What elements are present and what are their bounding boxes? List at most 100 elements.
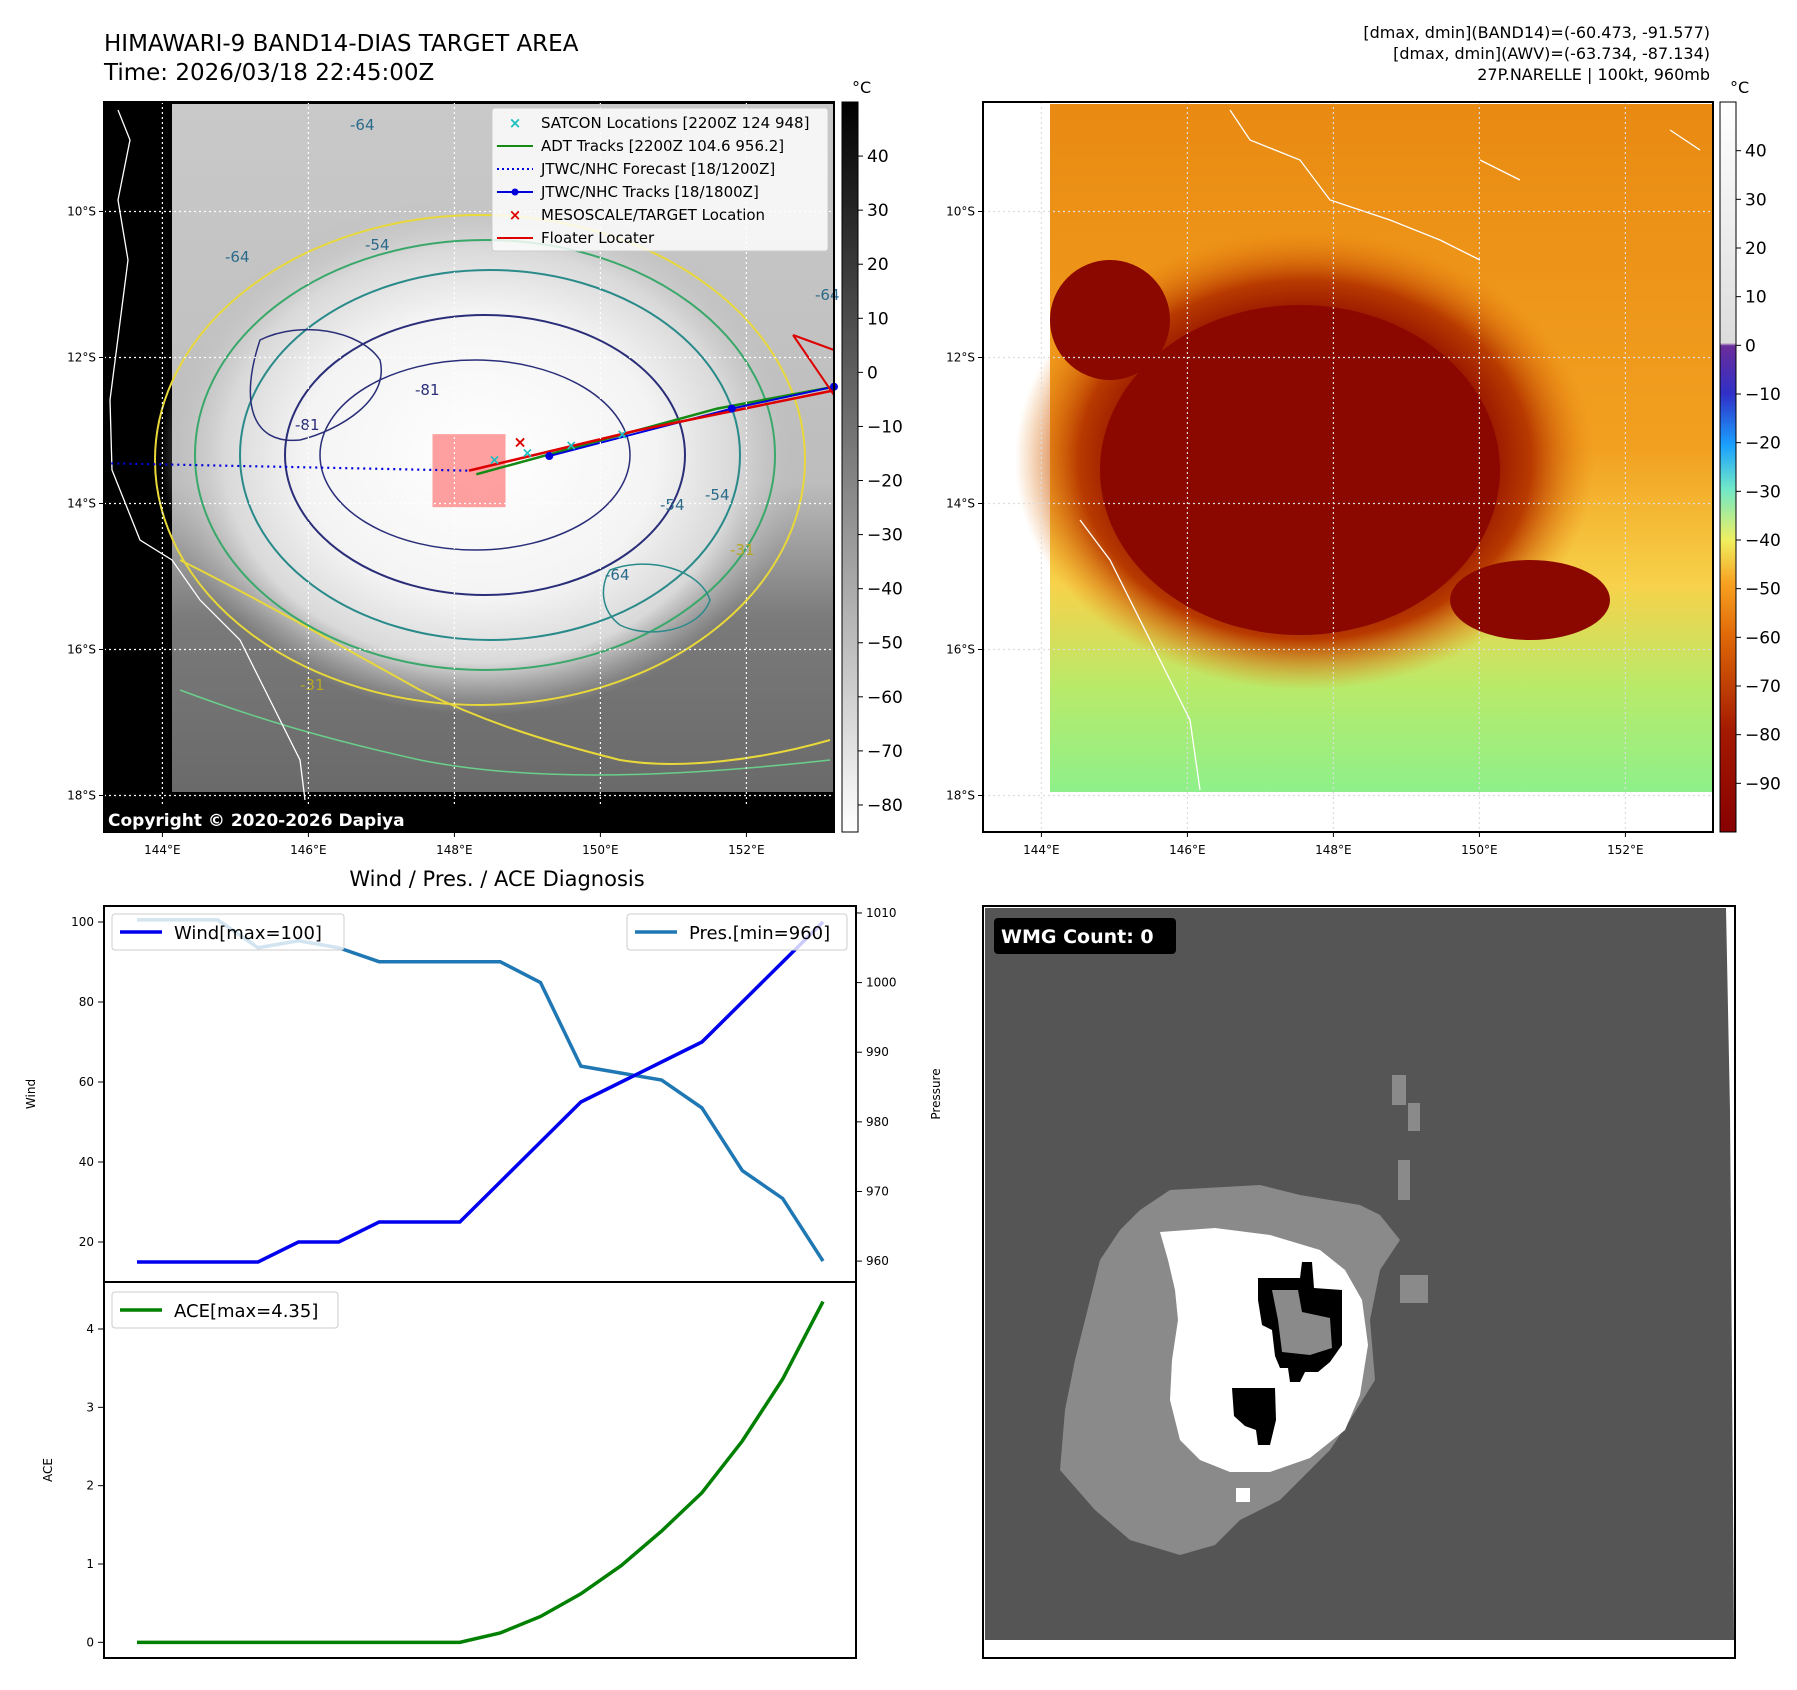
satcon-point: × <box>489 453 501 469</box>
contour-label: -54 <box>365 236 390 254</box>
color-storm-core <box>1100 305 1500 635</box>
wmg-gray-spike <box>1392 1075 1406 1105</box>
lat-tick-label: 10°S <box>946 205 975 219</box>
track-legend: × SATCON Locations [2200Z 124 948] ADT Tra… <box>491 107 829 252</box>
contour-label: -31 <box>730 541 755 559</box>
contour-se-lobe <box>602 563 711 633</box>
contour-label: -64 <box>605 566 630 584</box>
legend-label: ADT Tracks [2200Z 104.6 956.2] <box>541 137 784 155</box>
legend-label: SATCON Locations [2200Z 124 948] <box>541 114 809 132</box>
wmg-gray-spike <box>1400 1275 1428 1303</box>
axis-tick-label: 3 <box>86 1400 94 1414</box>
color-colorbar-unit: °C <box>1730 78 1749 97</box>
wmg-black-blob <box>1232 1388 1276 1445</box>
contour-core-navy <box>319 359 631 551</box>
title-line1: HIMAWARI-9 BAND14-DIAS TARGET AREA <box>104 31 579 57</box>
ace-plot-frame <box>103 1281 857 1659</box>
axis-tick-label: 4 <box>86 1322 94 1336</box>
lon-tick-label: 152°E <box>728 843 765 857</box>
adt-track-line <box>475 385 835 476</box>
coastline-west <box>109 109 306 801</box>
lon-tick-label: 148°E <box>436 843 473 857</box>
lon-tick-label: 152°E <box>1607 843 1644 857</box>
colorbar-tick-label: −40 <box>867 580 903 600</box>
lon-tick-label: 148°E <box>1315 843 1352 857</box>
gray-colorbar-bar <box>841 101 859 833</box>
ir-map-lat-ticks: 10°S 12°S 14°S 16°S 18°S <box>67 205 104 803</box>
lon-tick-label: 150°E <box>582 843 619 857</box>
contour-label: -64 <box>350 116 375 134</box>
contour-south-yellow <box>179 559 831 765</box>
contour-label: -81 <box>415 381 440 399</box>
ace-ylabel: ACE <box>41 1458 55 1482</box>
colorbar-tick-label: 20 <box>867 255 889 275</box>
color-map-lon-ticks: 144°E 146°E 148°E 150°E 152°E <box>1023 832 1644 857</box>
color-coastline <box>1079 109 1701 791</box>
colorbar-tick-label: 30 <box>1745 190 1767 210</box>
ace-legend: ACE[max=4.35] <box>111 1291 339 1329</box>
color-map-lat-ticks: 10°S 12°S 14°S 16°S 18°S <box>946 205 983 803</box>
wmg-gray-inner <box>1272 1290 1332 1355</box>
axis-tick-label: 970 <box>866 1184 889 1198</box>
ir-map-lon-ticks: 144°E 146°E 148°E 150°E 152°E <box>144 832 765 857</box>
colorbar-tick-label: −40 <box>1745 531 1781 551</box>
colorbar-tick-label: −90 <box>1745 774 1781 794</box>
lat-tick-label: 10°S <box>67 205 96 219</box>
axis-tick-label: 80 <box>79 995 94 1009</box>
axis-tick-label: 20 <box>79 1235 94 1249</box>
colorbar-tick-label: 40 <box>1745 142 1767 162</box>
color-map-border <box>982 101 1714 833</box>
wind-axis-ticks: 20 40 60 80 100 <box>71 915 104 1249</box>
axis-tick-label: 980 <box>866 1115 889 1129</box>
copyright-text: Copyright © 2020-2026 Dapiya <box>108 811 405 831</box>
axis-tick-label: 960 <box>866 1254 889 1268</box>
diagnosis-title: Wind / Pres. / ACE Diagnosis <box>349 867 644 891</box>
legend-swatch-dot <box>511 188 519 196</box>
stats-line1: [dmax, dmin](BAND14)=(-60.473, -91.577) <box>1363 23 1710 42</box>
contour-outer-yellow <box>154 214 806 706</box>
axis-tick-label: 1010 <box>866 906 897 920</box>
colorbar-tick-label: −20 <box>1745 434 1781 454</box>
axis-tick-label: 1000 <box>866 976 897 990</box>
satcon-point: × <box>616 427 628 443</box>
lon-tick-label: 146°E <box>290 843 327 857</box>
pressure-axis-ticks: 960 970 980 990 1000 1010 <box>856 906 897 1268</box>
color-storm-nw-blob <box>1050 260 1170 380</box>
axis-tick-label: 2 <box>86 1479 94 1493</box>
contour-label: -54 <box>705 486 730 504</box>
axis-tick-label: 0 <box>86 1635 94 1649</box>
wind-legend: Wind[max=100] <box>111 913 345 951</box>
legend-swatch-marker: × <box>509 206 522 224</box>
lon-tick-label: 144°E <box>144 843 181 857</box>
colorbar-tick-label: 30 <box>867 201 889 221</box>
colorbar-tick-label: −80 <box>867 796 903 816</box>
ace-series-line <box>137 1300 825 1645</box>
colorbar-tick-label: −30 <box>1745 482 1781 502</box>
colorbar-tick-label: −70 <box>867 742 903 762</box>
colorbar-tick-label: 40 <box>867 147 889 167</box>
colorbar-tick-label: −10 <box>1745 385 1781 405</box>
satcon-points: × × ×× <box>489 427 628 469</box>
stats-line3: 27P.NARELLE | 100kt, 960mb <box>1477 65 1710 84</box>
legend-box <box>491 107 829 252</box>
lon-tick-label: 150°E <box>1461 843 1498 857</box>
legend-label: JTWC/NHC Tracks [18/1800Z] <box>540 183 759 201</box>
contour-nw-lobe <box>249 328 383 442</box>
contour-label: -81 <box>295 416 320 434</box>
colorbar-tick-label: −50 <box>867 634 903 654</box>
wmg-gray-spike <box>1398 1160 1410 1200</box>
contour-inner-navy <box>284 314 686 596</box>
copyright-band <box>104 806 834 832</box>
lon-tick-label: 146°E <box>1169 843 1206 857</box>
diagnosis-panel: Wind / Pres. / ACE Diagnosis Wind Pressu… <box>24 867 943 1659</box>
color-colorbar: °C 40 30 20 10 0 −10 −20 −30 −40 −50 −60 −70 −80 −90 <box>1719 78 1781 833</box>
gray-colorbar: °C 40 30 20 10 0 −10 −20 −30 −40 −50 −60 −70 −80 <box>841 78 903 833</box>
colorbar-tick-label: 0 <box>867 363 878 383</box>
wmg-count-badge <box>994 918 1176 954</box>
colorbar-tick-label: −50 <box>1745 580 1781 600</box>
lat-tick-label: 18°S <box>67 789 96 803</box>
lat-tick-label: 16°S <box>946 643 975 657</box>
target-marker: × <box>513 432 526 451</box>
lat-tick-label: 16°S <box>67 643 96 657</box>
lat-tick-label: 18°S <box>946 789 975 803</box>
